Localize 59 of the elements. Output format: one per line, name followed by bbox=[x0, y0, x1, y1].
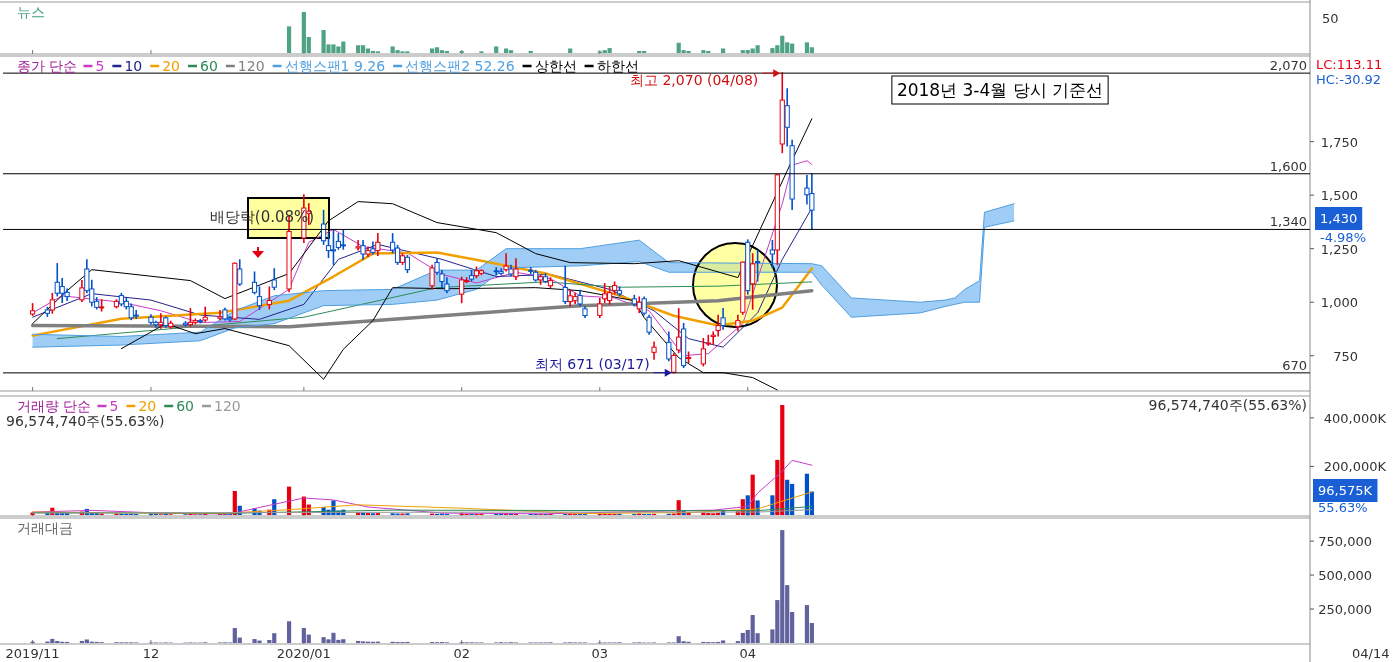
text: LC:113.11 bbox=[1316, 57, 1383, 72]
legend-title: 거래량 단순 bbox=[17, 398, 92, 414]
legend-label: 120 bbox=[237, 58, 265, 74]
y-tick-label: 1,750 bbox=[1320, 134, 1358, 150]
y-tick-label: 250,000 bbox=[1318, 602, 1372, 618]
y-tick-label: 1,500 bbox=[1320, 188, 1358, 204]
annotation: 최저 671 (03/17) bbox=[534, 355, 650, 372]
y-tick-label: 200,000K bbox=[1323, 459, 1387, 475]
legend-item: 선행스팬2 52.26 bbox=[393, 58, 515, 74]
legend-item: 120 bbox=[225, 58, 265, 74]
legend-label: 하한선 bbox=[596, 58, 639, 74]
x-tick-label: 02 bbox=[453, 646, 470, 661]
legend-item: 60 bbox=[164, 398, 195, 414]
annotation: 2018년 3-4월 당시 기준선 bbox=[896, 80, 1104, 100]
legend-label: 120 bbox=[214, 398, 241, 414]
text: 55.63% bbox=[1318, 500, 1368, 515]
text: 1,430 bbox=[1320, 211, 1358, 226]
ref-line-label: 2,070 bbox=[1269, 58, 1307, 74]
legend-item: 5 bbox=[97, 398, 119, 414]
y-tick-label: 400,000K bbox=[1323, 410, 1387, 426]
legend-label: 20 bbox=[138, 398, 157, 414]
x-tick-label: 2020/01 bbox=[276, 646, 331, 661]
legend-title: 종가 단순 bbox=[17, 58, 78, 74]
legend-label: 60 bbox=[200, 58, 218, 74]
legend-label: 5 bbox=[109, 398, 119, 414]
text: HC:-30.92 bbox=[1316, 72, 1382, 87]
text: 04/14 bbox=[1352, 646, 1390, 661]
legend-item: 5 bbox=[83, 58, 105, 74]
ref-line-label: 1,340 bbox=[1269, 214, 1307, 230]
text: 50 bbox=[1322, 11, 1339, 26]
y-tick-label: 1,000 bbox=[1320, 295, 1358, 311]
legend-item: 20 bbox=[150, 58, 181, 74]
legend-item: 상한선 bbox=[522, 58, 577, 74]
legend-item: 하한선 bbox=[584, 58, 639, 74]
legend-item: 120 bbox=[202, 398, 241, 414]
x-tick-label: 12 bbox=[142, 646, 160, 661]
legend-item: 10 bbox=[112, 58, 143, 74]
legend-item: 60 bbox=[188, 58, 218, 74]
y-tick-label: 750,000 bbox=[1318, 534, 1372, 550]
legend-label: 상한선 bbox=[534, 58, 577, 74]
annotation: 96,574,740주(55.63%) bbox=[1148, 397, 1307, 413]
chart-title: 거래대금 bbox=[17, 520, 73, 536]
ref-line-label: 670 bbox=[1282, 357, 1307, 373]
y-tick-label: 750 bbox=[1333, 348, 1358, 364]
chart-title: 뉴스 bbox=[17, 4, 45, 20]
legend-label: 20 bbox=[162, 58, 181, 74]
legend-item: 20 bbox=[126, 398, 157, 414]
x-tick-label: 03 bbox=[591, 646, 609, 661]
annotation: 최고 2,070 (04/08) bbox=[630, 72, 759, 89]
legend-label: 10 bbox=[124, 58, 143, 74]
legend-label: 5 bbox=[95, 58, 105, 74]
y-tick-label: 500,000 bbox=[1318, 568, 1372, 584]
legend-label: 60 bbox=[176, 398, 195, 414]
x-tick-label: 2019/11 bbox=[5, 646, 60, 661]
ref-line-label: 1,600 bbox=[1269, 158, 1307, 174]
legend-item: 선행스팬1 9.26 bbox=[272, 58, 386, 74]
x-tick-label: 04 bbox=[739, 646, 757, 661]
annotation: 96,574,740주(55.63%) bbox=[6, 413, 165, 429]
text: 96,575K bbox=[1318, 483, 1373, 498]
